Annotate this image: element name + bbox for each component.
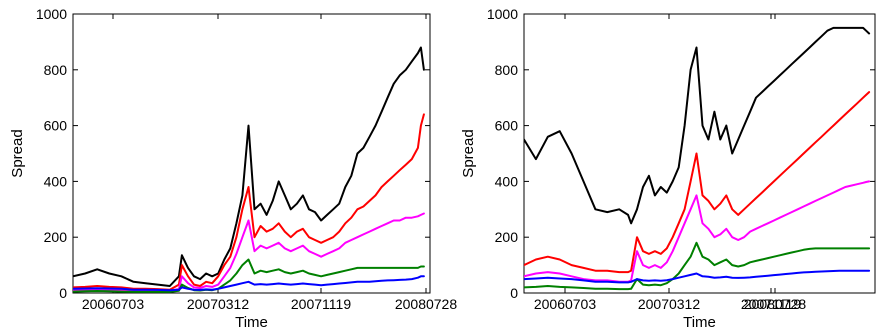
series-line-4 [73,275,425,292]
y-tick-label: 0 [59,285,67,301]
y-tick-label: 0 [510,285,518,301]
y-tick-label: 200 [44,229,68,245]
y-tick-label: 800 [495,62,519,78]
chart-left: 0 200 400 600 800 1000 20060703 20070312 2007111… [9,6,457,331]
chart-right: 0 200 400 600 800 1000 20060703 20070312 2007111… [460,6,876,331]
plot-frame [523,13,876,294]
series-line-0 [73,46,425,287]
y-tick-label: 800 [44,62,68,78]
x-axis-label: Time [235,314,268,331]
series-line-1 [524,91,871,274]
x-tick-label: 20080728 [744,296,807,312]
y-tick-label: 1000 [36,6,67,22]
y-tick-label: 400 [44,173,68,189]
series-line-3 [73,258,425,293]
series-line-1 [73,113,425,291]
y-tick-label: 600 [44,118,68,134]
x-tick-label: 20080728 [395,296,458,312]
y-axis-label: Spread [9,129,26,177]
y-tick-label: 600 [495,118,519,134]
y-tick-label: 200 [495,229,519,245]
series-line-4 [524,269,871,284]
x-tick-label: 20071119 [741,296,801,312]
x-tick-label: 20071119 [291,296,351,312]
y-axis-label: Spread [460,129,477,177]
plot-frame [72,13,431,294]
series-line-3 [524,241,871,291]
x-tick-label: 20060703 [534,296,597,312]
x-tick-label: 20070312 [187,296,250,312]
y-tick-label: 1000 [487,6,518,22]
x-tick-label: 20070312 [638,296,701,312]
series-line-2 [73,212,425,292]
x-axis-label: Time [683,314,716,331]
series-line-0 [524,26,871,225]
y-tick-label: 400 [495,173,519,189]
x-tick-label: 20060703 [82,296,145,312]
